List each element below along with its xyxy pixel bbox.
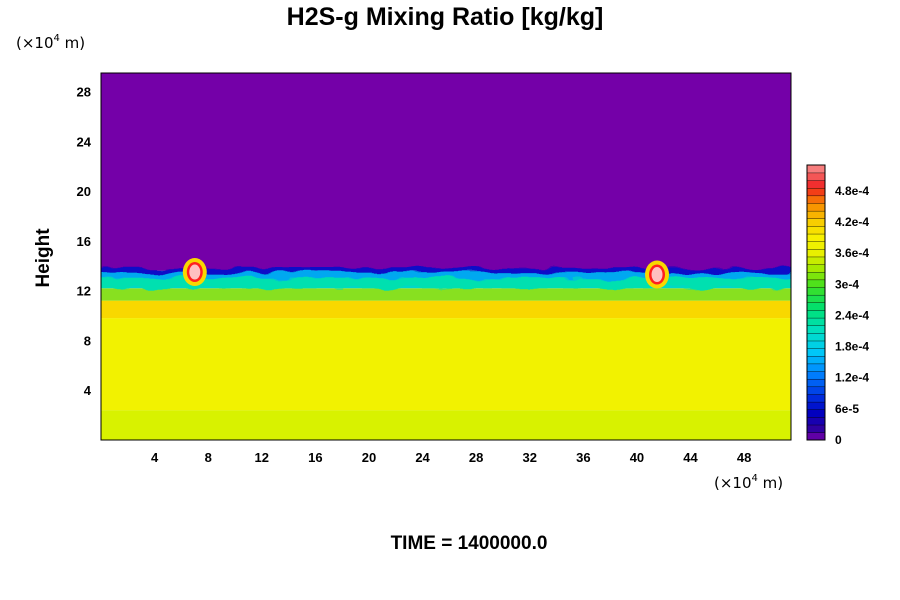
x-tick-label: 40 (630, 450, 644, 465)
x-tick-label: 16 (308, 450, 322, 465)
x-tick-label: 20 (362, 450, 376, 465)
colorbar-cell (806, 233, 826, 242)
y-unit-label: (×104 m) (16, 33, 85, 52)
colorbar-cell (806, 248, 826, 258)
colorbar-cell (806, 378, 826, 388)
colorbar-cell (806, 164, 826, 174)
x-tick-label: 12 (255, 450, 269, 465)
x-unit-label: (×104 m) (714, 473, 783, 492)
x-tick-label: 48 (737, 450, 751, 465)
colorbar-cell (806, 332, 826, 342)
colorbar-cell (806, 287, 826, 296)
field-layer (101, 318, 791, 411)
colorbar-tick-label: 4.2e-4 (835, 215, 869, 229)
colorbar-cell (806, 409, 826, 418)
colorbar-cell (806, 218, 826, 227)
hotspot-core (651, 267, 663, 283)
x-tick-label: 4 (151, 450, 159, 465)
colorbar-cell (806, 432, 826, 441)
colorbar-cell (806, 424, 826, 433)
colorbar-tick-label: 1.8e-4 (835, 340, 869, 354)
colorbar-cell (806, 393, 826, 403)
colorbar: 0 6e-5 1.2e-4 1.8e-4 2.4e-4 3e-4 3.6e-4 4.2e-4 4… (806, 164, 869, 447)
colorbar-tick-label: 4.8e-4 (835, 184, 869, 198)
field-layer (101, 288, 791, 301)
colorbar-cell (806, 256, 826, 265)
x-tick-label: 28 (469, 450, 483, 465)
colorbar-cell (806, 180, 826, 189)
colorbar-cell (806, 294, 826, 304)
y-tick-label: 8 (84, 333, 91, 348)
y-tick-label: 20 (77, 184, 91, 199)
colorbar-tick-label: 3e-4 (835, 277, 859, 291)
colorbar-cell (806, 202, 826, 212)
colorbar-cell (806, 271, 826, 281)
colorbar-cell (806, 371, 826, 380)
colorbar-cell (806, 309, 826, 319)
x-tick-label: 36 (576, 450, 590, 465)
colorbar-cell (806, 187, 826, 197)
y-tick-label: 24 (77, 134, 92, 149)
colorbar-cell (806, 195, 826, 204)
chart-title: H2S-g Mixing Ratio [kg/kg] (287, 3, 604, 31)
y-axis-label: Height (33, 228, 54, 288)
colorbar-cell (806, 264, 826, 273)
y-tick-label: 28 (77, 85, 91, 100)
colorbar-cell (806, 279, 826, 288)
colorbar-cell (806, 401, 826, 410)
colorbar-tick-label: 0 (835, 433, 842, 447)
colorbar-tick-label: 2.4e-4 (835, 308, 869, 322)
colorbar-cell (806, 340, 826, 349)
colorbar-cell (806, 325, 826, 334)
x-tick-label: 8 (205, 450, 212, 465)
hotspot-core (189, 264, 201, 280)
colorbar-cell (806, 302, 826, 311)
field-layer (101, 410, 791, 440)
y-axis-ticks: 4 8 12 16 20 24 28 (77, 85, 92, 399)
colorbar-cell (806, 386, 826, 395)
colorbar-tick-label: 1.2e-4 (835, 371, 869, 385)
plot-frame (100, 72, 792, 441)
x-tick-label: 44 (683, 450, 698, 465)
colorbar-cell (806, 210, 826, 219)
field-layer (101, 300, 791, 319)
colorbar-cell (806, 172, 826, 181)
interface-band (101, 267, 791, 289)
x-tick-label: 24 (415, 450, 430, 465)
y-tick-label: 16 (77, 234, 91, 249)
colorbar-cell (806, 241, 826, 250)
y-tick-label: 4 (84, 383, 92, 398)
plot-area (101, 73, 791, 440)
x-tick-label: 32 (523, 450, 537, 465)
y-tick-label: 12 (77, 284, 91, 299)
field-layer (101, 73, 791, 271)
colorbar-tick-label: 3.6e-4 (835, 246, 869, 260)
colorbar-cell (806, 363, 826, 372)
x-axis-ticks: 4 8 12 16 20 24 28 32 36 40 44 48 (151, 450, 751, 465)
colorbar-tick-label: 6e-5 (835, 402, 859, 416)
colorbar-cell (806, 355, 826, 365)
colorbar-cell (806, 317, 826, 326)
time-label: TIME = 1400000.0 (391, 533, 548, 554)
colorbar-cell (806, 225, 826, 235)
colorbar-cell (806, 348, 826, 357)
colorbar-cell (806, 416, 826, 426)
